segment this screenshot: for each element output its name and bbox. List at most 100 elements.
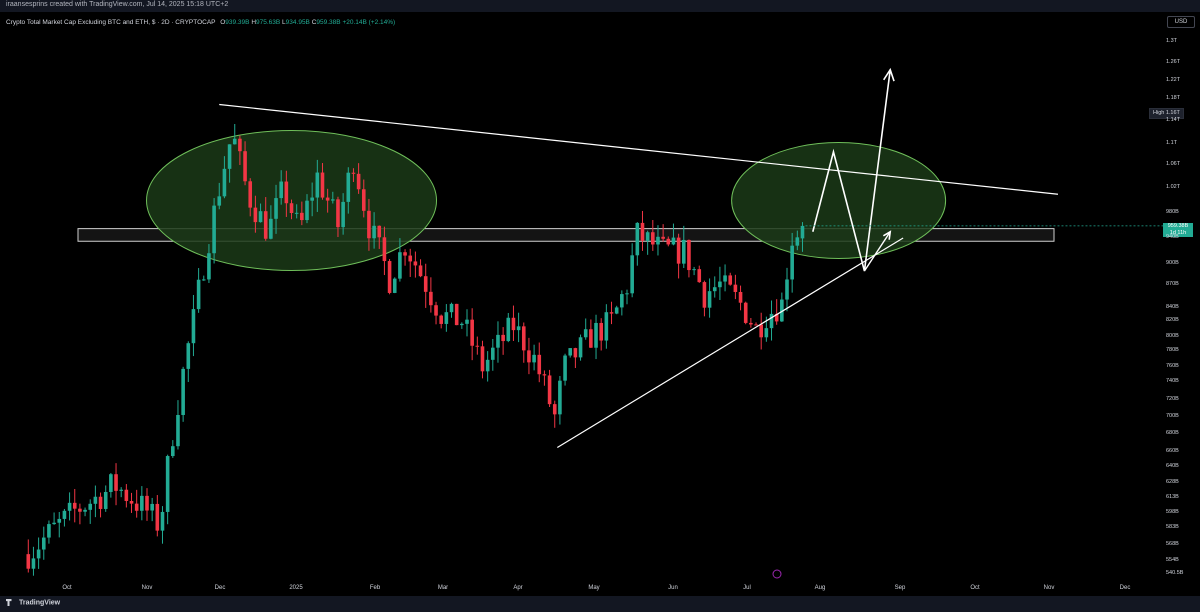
close-label: C <box>311 19 317 26</box>
candle-body <box>423 276 428 292</box>
small-arrow-head <box>882 230 892 240</box>
time-tick-label: Jul <box>743 585 751 591</box>
candle-body <box>114 474 118 491</box>
close-value: 959.38B <box>316 19 341 26</box>
candle-body <box>269 218 273 239</box>
candle-body <box>134 503 139 511</box>
candle-body <box>341 201 345 228</box>
candle-body <box>207 253 211 280</box>
candle-body <box>336 199 340 228</box>
symbol-title[interactable]: Crypto Total Market Cap Excluding BTC an… <box>6 19 216 26</box>
low-label: L <box>282 19 286 26</box>
candle-body <box>723 275 727 282</box>
candle-body <box>217 196 222 206</box>
candle-body <box>160 511 165 531</box>
candle-body <box>671 237 676 245</box>
candle-body <box>238 138 242 152</box>
candle-body <box>57 518 62 523</box>
candle-body <box>284 181 289 204</box>
candle-body <box>361 189 366 211</box>
price-tick-label: 1.18T <box>1166 95 1181 101</box>
candle-body <box>620 294 624 308</box>
projected-path <box>812 69 892 272</box>
candle-body <box>454 303 459 326</box>
price-tick-label: 1.02T <box>1166 184 1181 190</box>
candle-body <box>573 348 578 358</box>
candle-body <box>72 502 77 509</box>
candle-body <box>666 238 671 245</box>
time-tick-label: Sep <box>894 585 906 591</box>
candle-body <box>31 558 36 569</box>
candle-body <box>351 172 356 174</box>
candle-body <box>754 324 758 326</box>
candle-body <box>609 312 614 314</box>
candle-body <box>212 205 216 254</box>
highlight-zone-ellipse <box>731 142 947 259</box>
candle-body <box>547 375 552 405</box>
candle-body <box>656 236 660 245</box>
time-tick-label: Mar <box>437 585 449 591</box>
candle-body <box>702 282 707 308</box>
candle-body <box>263 211 268 239</box>
candle-body <box>274 198 278 219</box>
candle-body <box>759 324 763 338</box>
candle-body <box>392 278 397 293</box>
candle-body <box>88 503 93 510</box>
candle-body <box>52 522 56 525</box>
candle-body <box>434 305 438 316</box>
candle-body <box>506 317 511 342</box>
candle-body <box>635 222 640 256</box>
price-tick-label: 680B <box>1166 430 1179 436</box>
candle-body <box>491 347 495 360</box>
high-badge-label: High <box>1153 110 1165 116</box>
price-tick-label: 870B <box>1166 281 1179 287</box>
candle-body <box>501 334 505 342</box>
candle-body <box>485 359 490 372</box>
candle-body <box>764 328 769 338</box>
time-tick-label: Feb <box>369 585 381 591</box>
candle-body <box>294 212 299 214</box>
candle-body <box>222 168 227 197</box>
symbol-header[interactable]: Crypto Total Market Cap Excluding BTC an… <box>6 19 395 26</box>
candle-body <box>558 380 562 415</box>
candle-body <box>181 368 185 415</box>
time-tick-label: Oct <box>62 585 72 591</box>
candle-body <box>124 489 129 502</box>
chart-canvas[interactable] <box>0 12 1200 596</box>
candle-body <box>681 239 686 264</box>
candle-body <box>98 496 103 509</box>
candle-body <box>93 496 98 504</box>
price-tick-label: 720B <box>1166 396 1179 402</box>
candle-body <box>26 554 31 569</box>
tradingview-logo-icon <box>6 599 12 606</box>
candle-body <box>614 307 619 314</box>
candle-body <box>444 312 449 324</box>
time-tick-label: Dec <box>214 585 226 591</box>
candle-body <box>83 509 87 512</box>
small-arrow <box>863 231 891 272</box>
candle-body <box>387 261 392 293</box>
candle-body <box>258 211 263 223</box>
candle-body <box>325 197 330 201</box>
candle-body <box>640 222 645 241</box>
candle-body <box>687 239 691 271</box>
tradingview-logo[interactable]: TradingView <box>6 599 60 606</box>
candle-body <box>780 299 784 322</box>
time-tick-label: Aug <box>814 585 826 591</box>
candle-body <box>542 374 547 376</box>
upper-trendline <box>219 103 1059 195</box>
currency-button[interactable]: USD <box>1167 16 1195 28</box>
candle-body <box>165 456 170 512</box>
candle-body <box>728 275 733 285</box>
change-value: +20.14B (+2.14%) <box>342 19 396 26</box>
candle-body <box>480 346 485 372</box>
price-tick-label: 980B <box>1166 209 1179 215</box>
event-marker-icon <box>772 569 782 579</box>
candle-body <box>537 354 542 375</box>
tradingview-brand: TradingView <box>19 599 61 607</box>
candle-body <box>62 510 67 519</box>
candle-body <box>377 225 382 238</box>
candle-body <box>310 197 314 201</box>
candle-body <box>191 309 196 344</box>
candle-body <box>408 255 413 262</box>
